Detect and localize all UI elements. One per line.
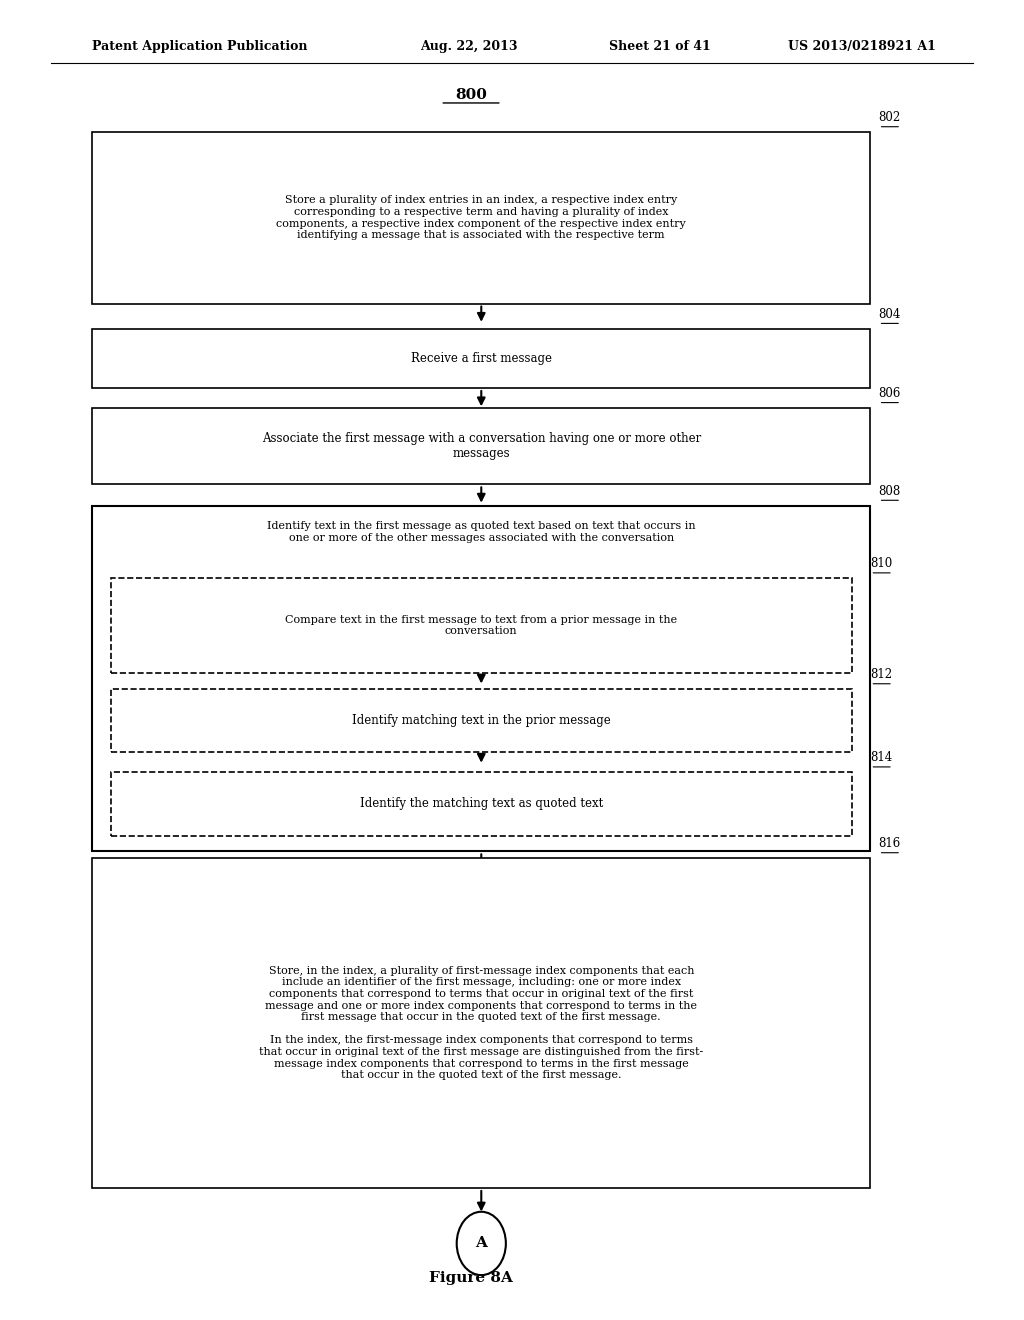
Text: Receive a first message: Receive a first message	[411, 352, 552, 364]
Circle shape	[457, 1212, 506, 1275]
Text: 808: 808	[879, 484, 901, 498]
Text: 812: 812	[870, 668, 893, 681]
Text: US 2013/0218921 A1: US 2013/0218921 A1	[788, 40, 936, 53]
FancyBboxPatch shape	[111, 578, 852, 673]
Text: Identify matching text in the prior message: Identify matching text in the prior mess…	[352, 714, 610, 727]
Text: Compare text in the first message to text from a prior message in the
conversati: Compare text in the first message to tex…	[286, 615, 677, 636]
FancyBboxPatch shape	[92, 132, 870, 304]
FancyBboxPatch shape	[92, 408, 870, 484]
FancyBboxPatch shape	[111, 689, 852, 752]
FancyBboxPatch shape	[92, 858, 870, 1188]
FancyBboxPatch shape	[92, 329, 870, 388]
Text: A: A	[475, 1237, 487, 1250]
Text: Figure 8A: Figure 8A	[429, 1271, 513, 1284]
Text: 810: 810	[870, 557, 893, 570]
Text: 804: 804	[879, 308, 901, 321]
FancyBboxPatch shape	[111, 772, 852, 836]
Text: Identify the matching text as quoted text: Identify the matching text as quoted tex…	[359, 797, 603, 810]
Text: 802: 802	[879, 111, 901, 124]
Text: 806: 806	[879, 387, 901, 400]
FancyBboxPatch shape	[92, 506, 870, 851]
Text: Aug. 22, 2013: Aug. 22, 2013	[420, 40, 517, 53]
Text: Store a plurality of index entries in an index, a respective index entry
corresp: Store a plurality of index entries in an…	[276, 195, 686, 240]
Text: 814: 814	[870, 751, 893, 764]
Text: Sheet 21 of 41: Sheet 21 of 41	[609, 40, 711, 53]
Text: Patent Application Publication: Patent Application Publication	[92, 40, 307, 53]
Text: Identify text in the first message as quoted text based on text that occurs in
o: Identify text in the first message as qu…	[267, 521, 695, 543]
Text: Associate the first message with a conversation having one or more other
message: Associate the first message with a conve…	[262, 432, 700, 461]
Text: 800: 800	[455, 88, 487, 102]
Text: Store, in the index, a plurality of first-message index components that each
inc: Store, in the index, a plurality of firs…	[259, 966, 703, 1080]
Text: 816: 816	[879, 837, 901, 850]
